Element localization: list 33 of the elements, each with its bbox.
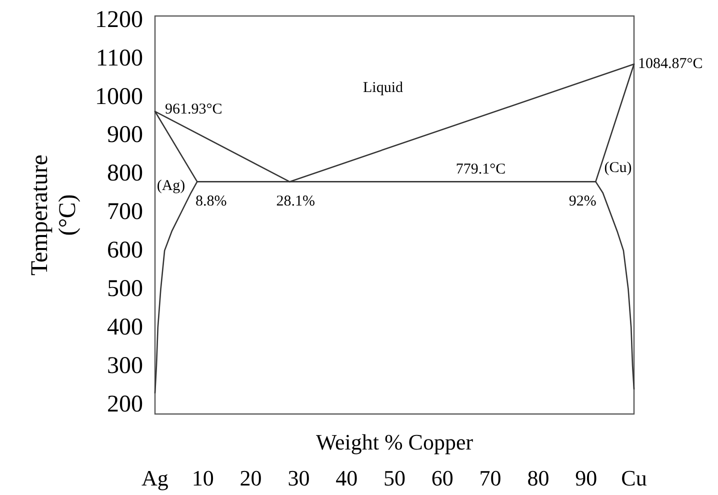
y-tick-label: 600	[107, 238, 143, 264]
annotation: (Cu)	[604, 160, 632, 176]
y-tick-label: 1200	[95, 6, 143, 33]
y-tick-label: 1000	[95, 84, 143, 110]
x-tick-label: Cu	[621, 466, 647, 490]
x-tick-label: 40	[336, 466, 358, 490]
y-tick-label: 200	[107, 391, 143, 418]
annotation: Liquid	[363, 80, 404, 96]
x-tick-label: 70	[479, 466, 502, 490]
annotation: (Ag)	[156, 178, 186, 194]
y-tick-label: 500	[107, 276, 143, 302]
x-tick-label: 10	[192, 466, 214, 490]
annotation: 779.1°C	[456, 162, 506, 178]
y-tick-label: 900	[107, 122, 143, 148]
y-tick-label: 800	[107, 160, 143, 187]
x-tick-label: Ag	[142, 466, 168, 490]
y-tick-label: 400	[107, 314, 143, 340]
x-tick-label: 80	[527, 466, 550, 490]
x-axis-title: Weight % Copper	[316, 430, 474, 454]
y-axis-title: Temperature (°C)	[27, 154, 81, 276]
x-tick-label: 20	[240, 466, 262, 490]
annotation: 92%	[568, 194, 596, 210]
annotation: 28.1%	[276, 194, 315, 210]
x-tick-label: 50	[384, 466, 406, 490]
y-tick-label: 1100	[96, 45, 143, 72]
annotation: 961.93°C	[165, 101, 222, 118]
x-tick-label: 90	[575, 466, 598, 490]
annotation: 8.8%	[196, 194, 227, 210]
y-tick-label: 300	[107, 352, 143, 379]
x-tick-label: 60	[431, 466, 454, 490]
x-tick-label: 30	[288, 466, 310, 490]
annotation: 1084.87°C	[638, 56, 703, 72]
y-tick-label: 700	[107, 199, 143, 226]
